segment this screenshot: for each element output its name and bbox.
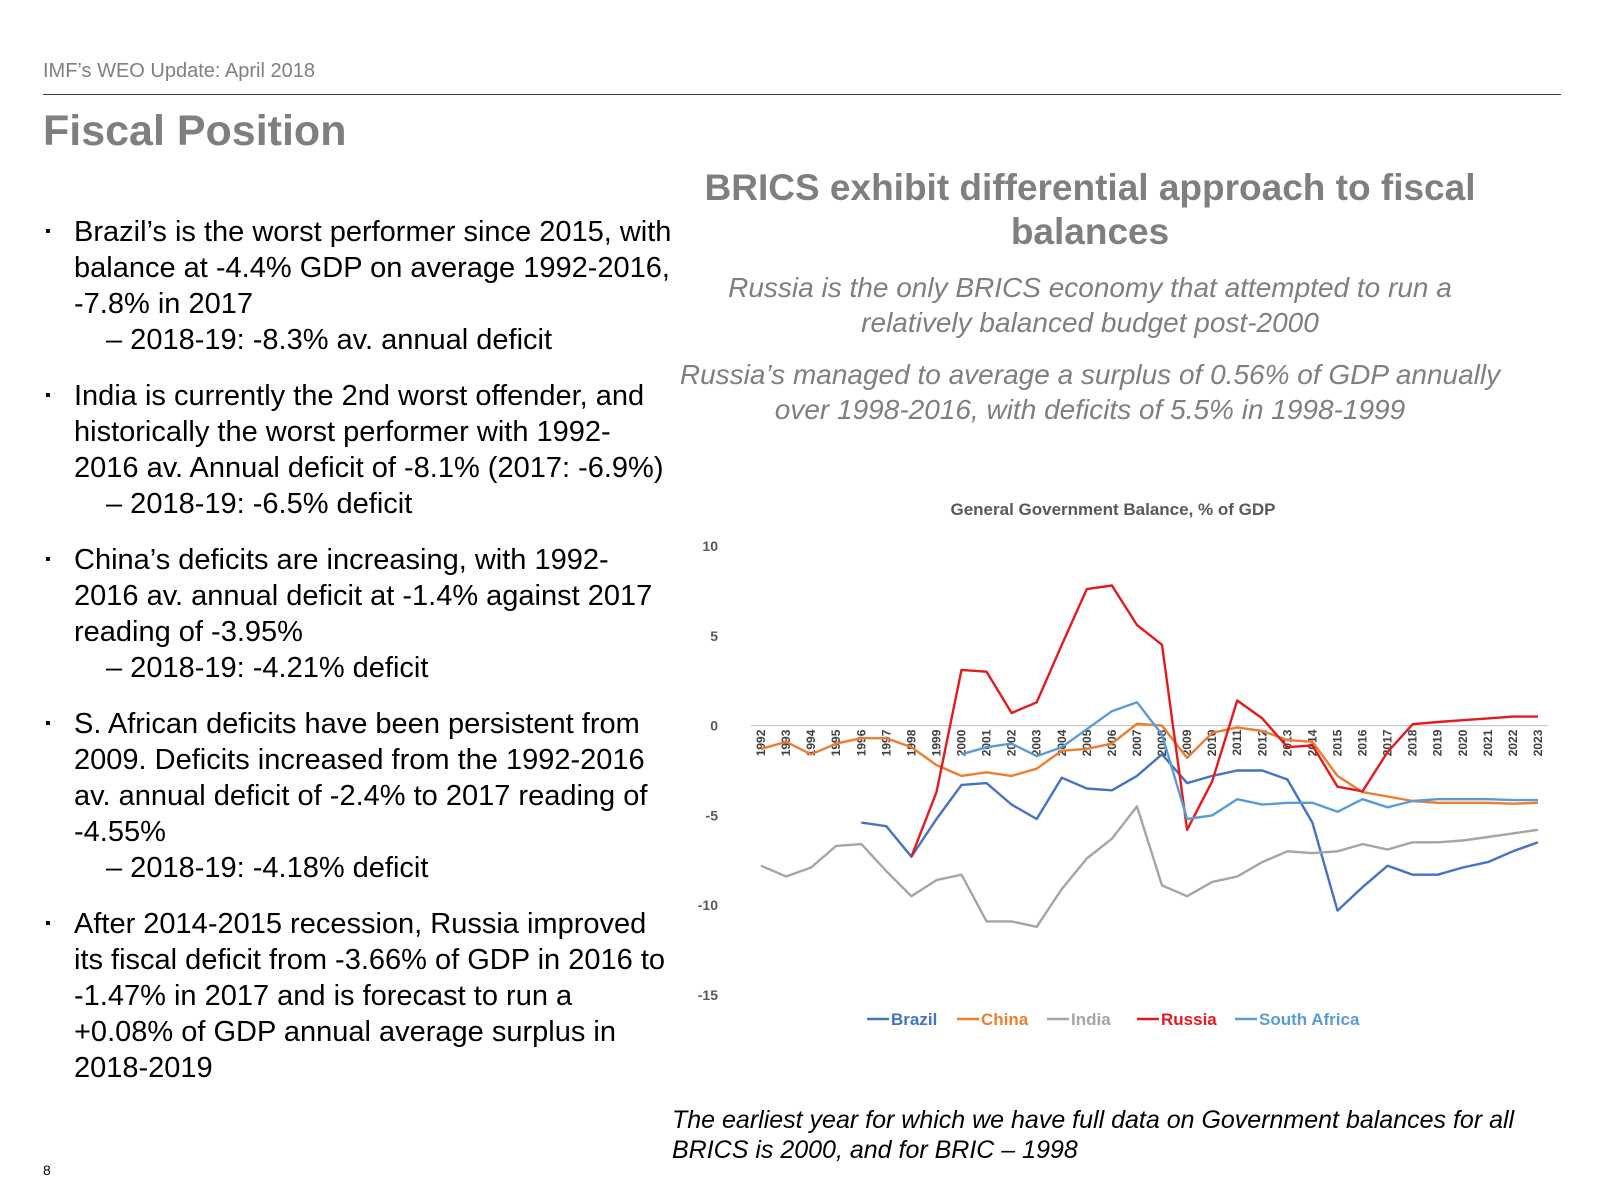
chart-title: General Government Balance, % of GDP xyxy=(951,500,1276,519)
x-tick-label: 2009 xyxy=(1180,729,1194,756)
chart-svg: General Government Balance, % of GDP 10 5 0… xyxy=(698,500,1548,1029)
series-line-russia xyxy=(910,584,1538,858)
x-tick-label: 2007 xyxy=(1130,729,1144,756)
bullet-brazil: ▪ Brazil’s is the worst performer since … xyxy=(43,214,673,358)
bullet-text: After 2014-2015 recession, Russia improv… xyxy=(74,908,666,1084)
bullet-south-africa: ▪ S. African deficits have been persiste… xyxy=(43,706,673,886)
x-tick-label: 1998 xyxy=(904,729,918,756)
x-tick-label: 1994 xyxy=(804,729,818,756)
russia-note-2: Russia’s managed to average a surplus of… xyxy=(679,359,1501,425)
square-bullet-icon: ▪ xyxy=(45,715,51,732)
x-tick-label: 2018 xyxy=(1406,729,1420,756)
page-title: Fiscal Position xyxy=(43,107,347,155)
chart-section-heading: BRICS exhibit differential approach to f… xyxy=(704,167,1476,252)
bullet-list: ▪ Brazil’s is the worst performer since … xyxy=(43,214,673,1106)
chart-footnote: The earliest year for which we have full… xyxy=(672,1106,1515,1164)
x-tick-label: 2011 xyxy=(1230,729,1244,755)
x-tick-label: 1992 xyxy=(754,729,768,756)
page-number: 8 xyxy=(43,1162,51,1178)
x-tick-label: 2003 xyxy=(1030,729,1044,756)
x-tick-label: 2020 xyxy=(1456,729,1470,756)
x-tick-label: 1997 xyxy=(879,729,893,756)
y-tick-label: 0 xyxy=(710,718,718,734)
bullet-subpoint: – 2018-19: -4.21% deficit xyxy=(106,652,429,684)
bullet-subpoint: – 2018-19: -4.18% deficit xyxy=(106,852,429,884)
header-divider xyxy=(43,94,1561,95)
square-bullet-icon: ▪ xyxy=(45,387,51,404)
series-line-south-africa xyxy=(961,701,1538,821)
series-line-china xyxy=(760,722,1539,805)
y-tick-label: -10 xyxy=(698,897,718,913)
legend-label-china: China xyxy=(981,1010,1029,1029)
x-tick-label: 1999 xyxy=(929,729,943,756)
legend-label-brazil: Brazil xyxy=(891,1010,937,1029)
y-tick-label: 5 xyxy=(710,628,718,644)
bullet-subpoint: – 2018-19: -8.3% av. annual deficit xyxy=(106,324,553,356)
x-tick-label: 2012 xyxy=(1255,729,1269,756)
bullet-russia: ▪ After 2014-2015 recession, Russia impr… xyxy=(43,906,673,1086)
series-line-brazil xyxy=(861,753,1539,912)
legend-label-south-africa: South Africa xyxy=(1259,1010,1360,1029)
bullet-text: Brazil’s is the worst performer since 20… xyxy=(74,216,672,320)
bullet-text: India is currently the 2nd worst offende… xyxy=(74,380,664,484)
x-tick-label: 2021 xyxy=(1481,729,1495,756)
bullet-text: S. African deficits have been persistent… xyxy=(74,708,648,848)
x-tick-label: 2013 xyxy=(1280,729,1294,756)
bullet-china: ▪ China’s deficits are increasing, with … xyxy=(43,542,673,686)
x-tick-label: 2001 xyxy=(980,729,994,756)
fiscal-balance-chart: General Government Balance, % of GDP 10 5 0… xyxy=(680,490,1560,1070)
x-tick-label: 2015 xyxy=(1330,729,1344,756)
x-tick-label: 2016 xyxy=(1356,729,1370,756)
series-line-india xyxy=(760,805,1539,928)
bullet-text: China’s deficits are increasing, with 19… xyxy=(74,544,653,648)
x-tick-label: 2019 xyxy=(1431,729,1445,756)
square-bullet-icon: ▪ xyxy=(45,551,51,568)
y-tick-label: -15 xyxy=(698,987,718,1003)
russia-note-1: Russia is the only BRICS economy that at… xyxy=(728,272,1452,338)
legend-label-india: India xyxy=(1071,1010,1111,1029)
y-tick-label: 10 xyxy=(702,538,718,554)
x-tick-label: 2022 xyxy=(1506,729,1520,756)
y-tick-label: -5 xyxy=(706,807,719,823)
bullet-india: ▪ India is currently the 2nd worst offen… xyxy=(43,378,673,522)
legend-label-russia: Russia xyxy=(1161,1010,1217,1029)
square-bullet-icon: ▪ xyxy=(45,915,51,932)
x-tick-label: 2000 xyxy=(955,729,969,756)
square-bullet-icon: ▪ xyxy=(45,223,51,240)
x-tick-label: 1996 xyxy=(854,729,868,756)
x-tick-label: 2023 xyxy=(1531,729,1545,756)
bullet-subpoint: – 2018-19: -6.5% deficit xyxy=(106,488,413,520)
header-label: IMF’s WEO Update: April 2018 xyxy=(43,60,315,82)
